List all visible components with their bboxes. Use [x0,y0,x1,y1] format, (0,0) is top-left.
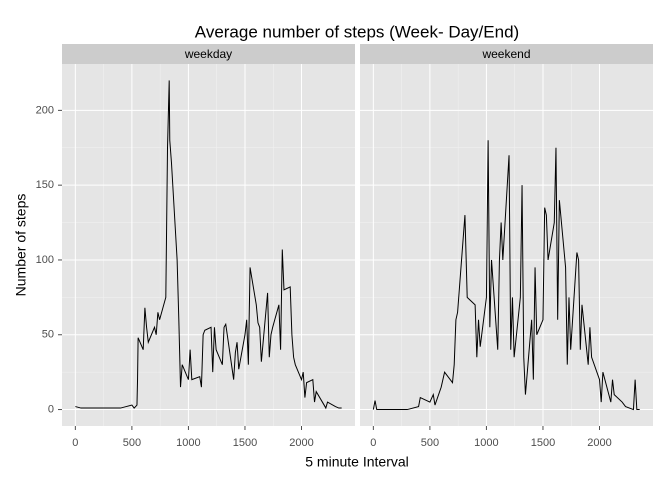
strip-background [62,44,355,64]
x-tick-label: 0 [72,437,78,449]
strip-label: weekday [184,47,232,61]
panel-background [360,64,653,426]
y-axis-label: Number of steps [13,194,29,297]
line [372,140,640,411]
y-tick-label: 50 [42,329,54,341]
x-tick-label: 1000 [474,437,498,449]
y-tick-label: 150 [36,179,54,191]
x-axis-label: 5 minute Interval [305,454,409,470]
x-tick-label: 2000 [289,437,313,449]
y-tick-label: 200 [36,104,54,116]
y-tick-label: 100 [36,254,54,266]
strip-label: weekend [481,47,530,61]
x-tick-label: 0 [370,437,376,449]
line [75,80,342,410]
x-tick-label: 500 [421,437,439,449]
chart-title: Average number of steps (Week- Day/End) [195,22,519,41]
y-tick-label: 0 [48,403,54,415]
x-tick-label: 1500 [531,437,555,449]
x-tick-label: 500 [123,437,141,449]
x-tick-label: 1500 [233,437,257,449]
strip-background [360,44,653,64]
panel-background [62,64,355,426]
x-tick-label: 1000 [176,437,200,449]
x-tick-label: 2000 [587,437,611,449]
